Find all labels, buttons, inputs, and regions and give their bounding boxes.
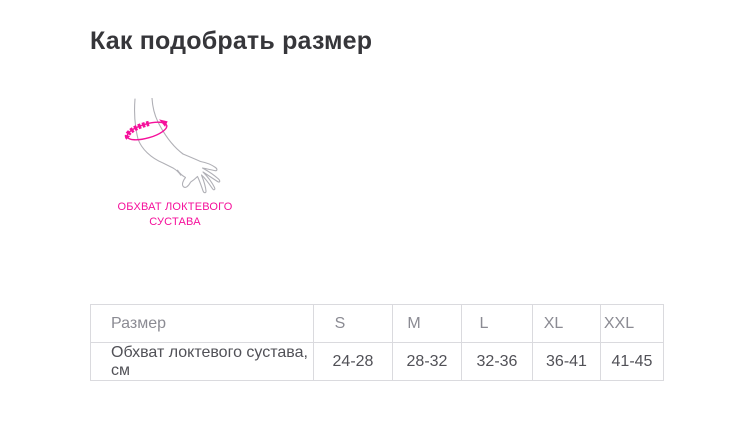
size-row-label: Размер <box>90 304 314 343</box>
measurement-caption-line2: СУСТАВА <box>149 216 201 228</box>
circumference-value-l: 32-36 <box>461 342 533 381</box>
page-title: Как подобрать размер <box>90 27 373 55</box>
circumference-row-label: Обхват локтевого сустава, см <box>90 342 314 381</box>
size-col-s: S <box>313 304 393 343</box>
circumference-value-xxl: 41-45 <box>600 342 664 381</box>
circumference-value-s: 24-28 <box>313 342 393 381</box>
size-table: Размер S M L XL XXL Обхват локтевого сус… <box>90 304 664 381</box>
measurement-caption-line1: ОБХВАТ ЛОКТЕВОГО <box>117 201 233 213</box>
measurement-caption: ОБХВАТ ЛОКТЕВОГО СУСТАВА <box>95 200 255 230</box>
size-table-header-row: Размер S M L XL XXL <box>90 304 664 343</box>
measurement-illustration: ОБХВАТ ЛОКТЕВОГО СУСТАВА <box>95 98 255 230</box>
size-table-data-row: Обхват локтевого сустава, см 24-28 28-32… <box>90 342 664 381</box>
size-col-l: L <box>461 304 533 343</box>
circumference-value-xl: 36-41 <box>532 342 601 381</box>
size-col-m: M <box>392 304 462 343</box>
measuring-tape-band <box>124 119 168 141</box>
size-col-xl: XL <box>532 304 601 343</box>
size-col-xxl: XXL <box>600 304 664 343</box>
circumference-value-m: 28-32 <box>392 342 462 381</box>
arm-with-measuring-tape-icon <box>124 98 221 194</box>
